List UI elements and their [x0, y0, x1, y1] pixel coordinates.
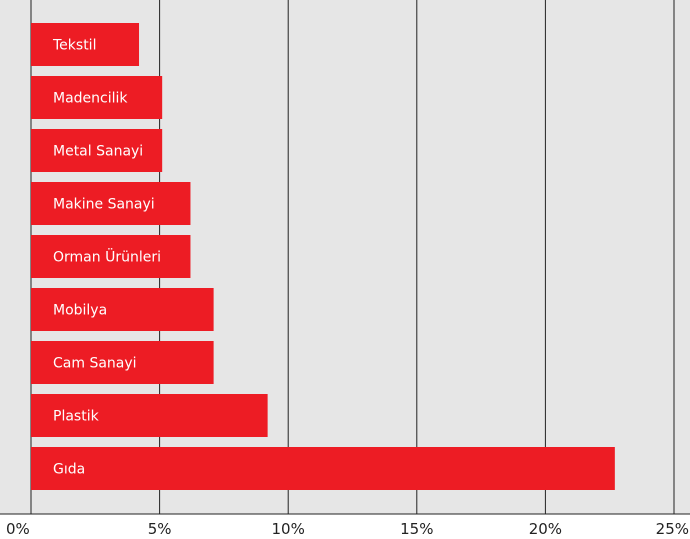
x-tick-label-3: 15%	[400, 520, 433, 538]
bar-5	[31, 288, 214, 331]
bar-2	[31, 129, 163, 172]
bar-label-0: Tekstil	[52, 38, 96, 54]
x-tick-label-1: 5%	[148, 520, 172, 538]
bar-7	[31, 394, 268, 437]
bars: Tekstil Madencilik Metal Sanayi Makine Sana…	[31, 23, 615, 490]
bar-1	[31, 76, 163, 119]
x-tick-label-0: 0%	[6, 520, 30, 538]
bar-label-2: Metal Sanayi	[53, 144, 143, 160]
bar-label-6: Cam Sanayi	[53, 356, 137, 372]
x-axis-ticks: 0% 5% 10% 15% 20% 25%	[6, 520, 689, 538]
bar-label-7: Plastik	[53, 409, 100, 425]
bar-0	[31, 23, 140, 66]
x-tick-label-4: 20%	[529, 520, 562, 538]
bar-8	[31, 447, 615, 490]
bar-label-3: Makine Sanayi	[53, 197, 155, 213]
bar-4	[31, 235, 191, 278]
bar-label-5: Mobilya	[53, 303, 107, 319]
bar-label-8: Gıda	[53, 462, 85, 478]
bar-label-1: Madencilik	[53, 91, 128, 107]
x-tick-label-5: 25%	[656, 520, 689, 538]
x-tick-label-2: 10%	[272, 520, 305, 538]
bar-label-4: Orman Ürünleri	[53, 248, 161, 266]
bar-3	[31, 182, 191, 225]
bar-6	[31, 341, 214, 384]
